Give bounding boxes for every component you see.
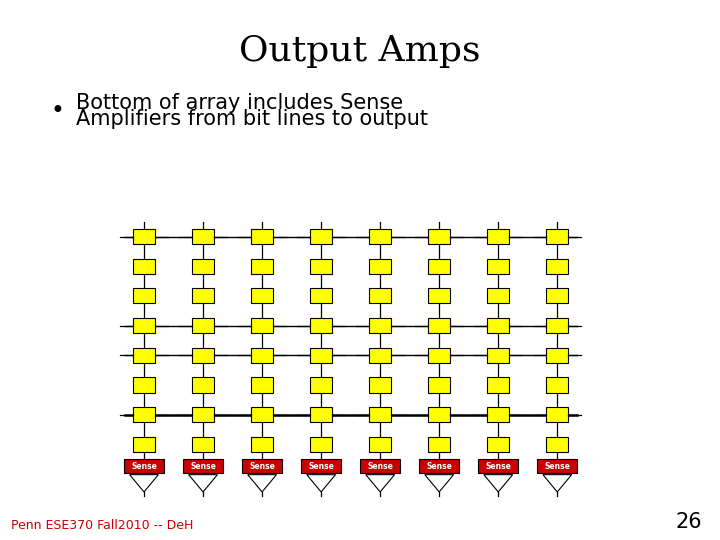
Bar [192,288,214,303]
Bar [369,229,391,244]
Bar [133,348,155,363]
Text: Amplifiers from bit lines to output: Amplifiers from bit lines to output [76,109,428,129]
Bar [546,318,568,333]
Bar [369,259,391,274]
Bar [192,377,214,393]
Text: Sense: Sense [544,462,570,470]
Bar [133,259,155,274]
Bar [487,437,509,452]
Bar [133,318,155,333]
Bar [369,407,391,422]
Bar [487,229,509,244]
Text: Bottom of array includes Sense: Bottom of array includes Sense [76,92,402,113]
Bar [546,259,568,274]
Bar [251,348,273,363]
Text: Sense: Sense [367,462,393,470]
Bar [192,348,214,363]
Bar [487,407,509,422]
Bar [251,229,273,244]
Bar [133,407,155,422]
Bar [251,288,273,303]
Bar [487,348,509,363]
Polygon shape [130,475,158,492]
Text: Sense: Sense [190,462,216,470]
Text: 26: 26 [675,512,702,532]
Bar [192,407,214,422]
Bar [301,459,341,473]
Bar [310,318,332,333]
Bar [428,259,450,274]
Bar [428,437,450,452]
Bar [310,407,332,422]
Polygon shape [248,475,276,492]
Bar [192,437,214,452]
Bar [310,259,332,274]
Bar [310,229,332,244]
Bar [428,407,450,422]
Bar [478,459,518,473]
Text: Output Amps: Output Amps [239,35,481,68]
Bar [183,459,223,473]
Bar [487,377,509,393]
Bar [310,288,332,303]
Bar [369,348,391,363]
Bar [369,288,391,303]
Text: Sense: Sense [131,462,157,470]
Bar [428,318,450,333]
Bar [192,229,214,244]
Bar [133,288,155,303]
Text: Sense: Sense [426,462,452,470]
Bar [361,459,400,473]
Polygon shape [543,475,572,492]
Bar [546,437,568,452]
Bar [487,288,509,303]
Bar [546,377,568,393]
Text: Sense: Sense [308,462,334,470]
Bar [369,318,391,333]
Bar [428,348,450,363]
Bar [369,377,391,393]
Bar [487,259,509,274]
Bar [133,437,155,452]
Bar [251,437,273,452]
Polygon shape [425,475,454,492]
Bar [133,377,155,393]
Text: Sense: Sense [485,462,511,470]
Bar [192,318,214,333]
Bar [487,318,509,333]
Bar [133,229,155,244]
Text: •: • [50,99,64,123]
Bar [310,348,332,363]
Bar [428,377,450,393]
Polygon shape [307,475,336,492]
Bar [125,459,164,473]
Text: Sense: Sense [249,462,275,470]
Bar [546,229,568,244]
Bar [428,229,450,244]
Bar [537,459,577,473]
Bar [251,318,273,333]
Polygon shape [484,475,513,492]
Bar [242,459,282,473]
Bar [310,437,332,452]
Bar [428,288,450,303]
Bar [369,437,391,452]
Polygon shape [189,475,217,492]
Bar [251,259,273,274]
Polygon shape [366,475,395,492]
Text: Penn ESE370 Fall2010 -- DeH: Penn ESE370 Fall2010 -- DeH [11,519,193,532]
Bar [251,377,273,393]
Bar [251,407,273,422]
Bar [192,259,214,274]
Bar [546,348,568,363]
Bar [310,377,332,393]
Bar [420,459,459,473]
Bar [546,288,568,303]
Bar [546,407,568,422]
